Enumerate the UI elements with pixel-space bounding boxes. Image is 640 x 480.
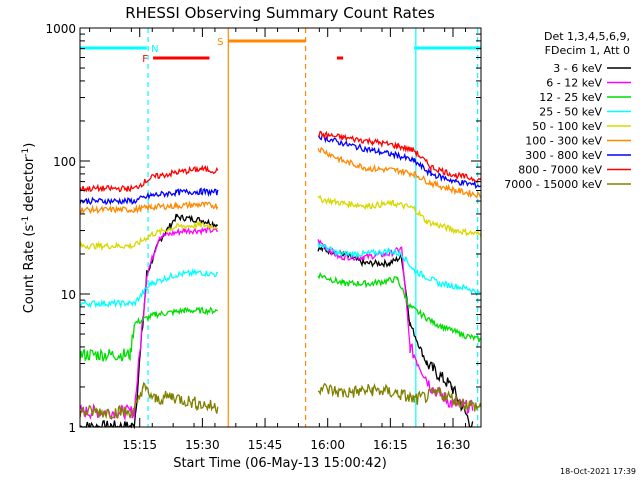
series-line-7-0 xyxy=(79,164,219,193)
flag-n-label: N xyxy=(151,44,158,55)
series-25-50-kev xyxy=(79,242,482,309)
series-line-7-1 xyxy=(317,130,482,184)
legend-label: 3 - 6 keV xyxy=(553,62,602,75)
x-tick-label: 16:00 xyxy=(310,438,345,452)
legend: Det 1,3,4,5,6,9,FDecim 1, Att 0 3 - 6 keV… xyxy=(504,30,631,191)
legend-label: 50 - 100 keV xyxy=(532,120,602,133)
x-tick-label: 16:30 xyxy=(436,438,471,452)
legend-label: 100 - 300 keV xyxy=(525,135,602,148)
y-tick-label: 1000 xyxy=(45,22,76,36)
flag-f-label: F xyxy=(142,54,148,65)
chart-title: RHESSI Observing Summary Count Rates xyxy=(125,4,435,22)
y-axis-label-part3: ) xyxy=(22,143,37,148)
x-tick-label: 15:30 xyxy=(185,438,220,452)
x-axis-label: Start Time (06-May-13 15:00:42) xyxy=(173,456,387,471)
series-line-2-1 xyxy=(317,271,482,343)
y-tick-label: 1 xyxy=(68,421,76,435)
series-line-0-0 xyxy=(79,213,219,430)
x-axis-ticks: 15:15 15:30 15:45 16:00 16:15 16:30 xyxy=(89,28,471,452)
legend-label: 6 - 12 keV xyxy=(546,77,602,90)
flag-bars: NF S xyxy=(80,37,481,65)
y-tick-label: 10 xyxy=(61,288,76,302)
series-line-2-0 xyxy=(79,306,218,363)
series-line-3-0 xyxy=(79,267,219,309)
series-7000-15000-kev xyxy=(79,381,482,420)
x-tick-label: 16:15 xyxy=(373,438,408,452)
series-50-100-kev xyxy=(79,194,482,252)
series-line-8-1 xyxy=(317,382,482,412)
legend-label: 800 - 7000 keV xyxy=(518,164,602,177)
series-line-3-1 xyxy=(317,242,482,297)
series-300-800-kev xyxy=(79,133,482,206)
x-tick-label: 15:45 xyxy=(248,438,283,452)
legend-header-line: FDecim 1, Att 0 xyxy=(545,44,630,57)
series-800-7000-kev xyxy=(79,130,482,193)
legend-label: 25 - 50 keV xyxy=(539,106,602,119)
y-axis-label-sup1: -1 xyxy=(21,216,31,225)
series-line-4-1 xyxy=(317,194,482,238)
y-axis-label-sup2: -1 xyxy=(21,148,31,157)
series-group xyxy=(79,130,482,430)
flag-s-label: S xyxy=(217,37,223,48)
y-axis-label-part1: Count Rate (s xyxy=(22,225,37,314)
y-axis-ticks: 1 10 100 1000 xyxy=(45,22,481,435)
plot-frame xyxy=(79,27,482,428)
series-100-300-kev xyxy=(79,146,482,215)
series-line-4-0 xyxy=(79,219,219,252)
series-line-5-0 xyxy=(79,200,219,215)
legend-label: 7000 - 15000 keV xyxy=(504,178,602,191)
plot-timestamp: 18-Oct-2021 17:39 xyxy=(560,467,636,476)
series-line-5-1 xyxy=(317,146,482,199)
y-axis-label: Count Rate (s-1 detector-1) xyxy=(21,143,37,314)
legend-label: 12 - 25 keV xyxy=(539,91,602,104)
series-line-1-1 xyxy=(317,239,474,415)
series-line-6-1 xyxy=(317,133,482,190)
series-12-25-kev xyxy=(79,271,482,363)
series-line-8-0 xyxy=(79,381,219,420)
legend-header-line: Det 1,3,4,5,6,9, xyxy=(544,30,630,43)
series-line-6-0 xyxy=(79,187,219,206)
y-axis-label-part2: detector xyxy=(22,156,37,216)
y-tick-label: 100 xyxy=(53,155,76,169)
legend-label: 300 - 800 keV xyxy=(525,149,602,162)
x-tick-label: 15:15 xyxy=(122,438,157,452)
